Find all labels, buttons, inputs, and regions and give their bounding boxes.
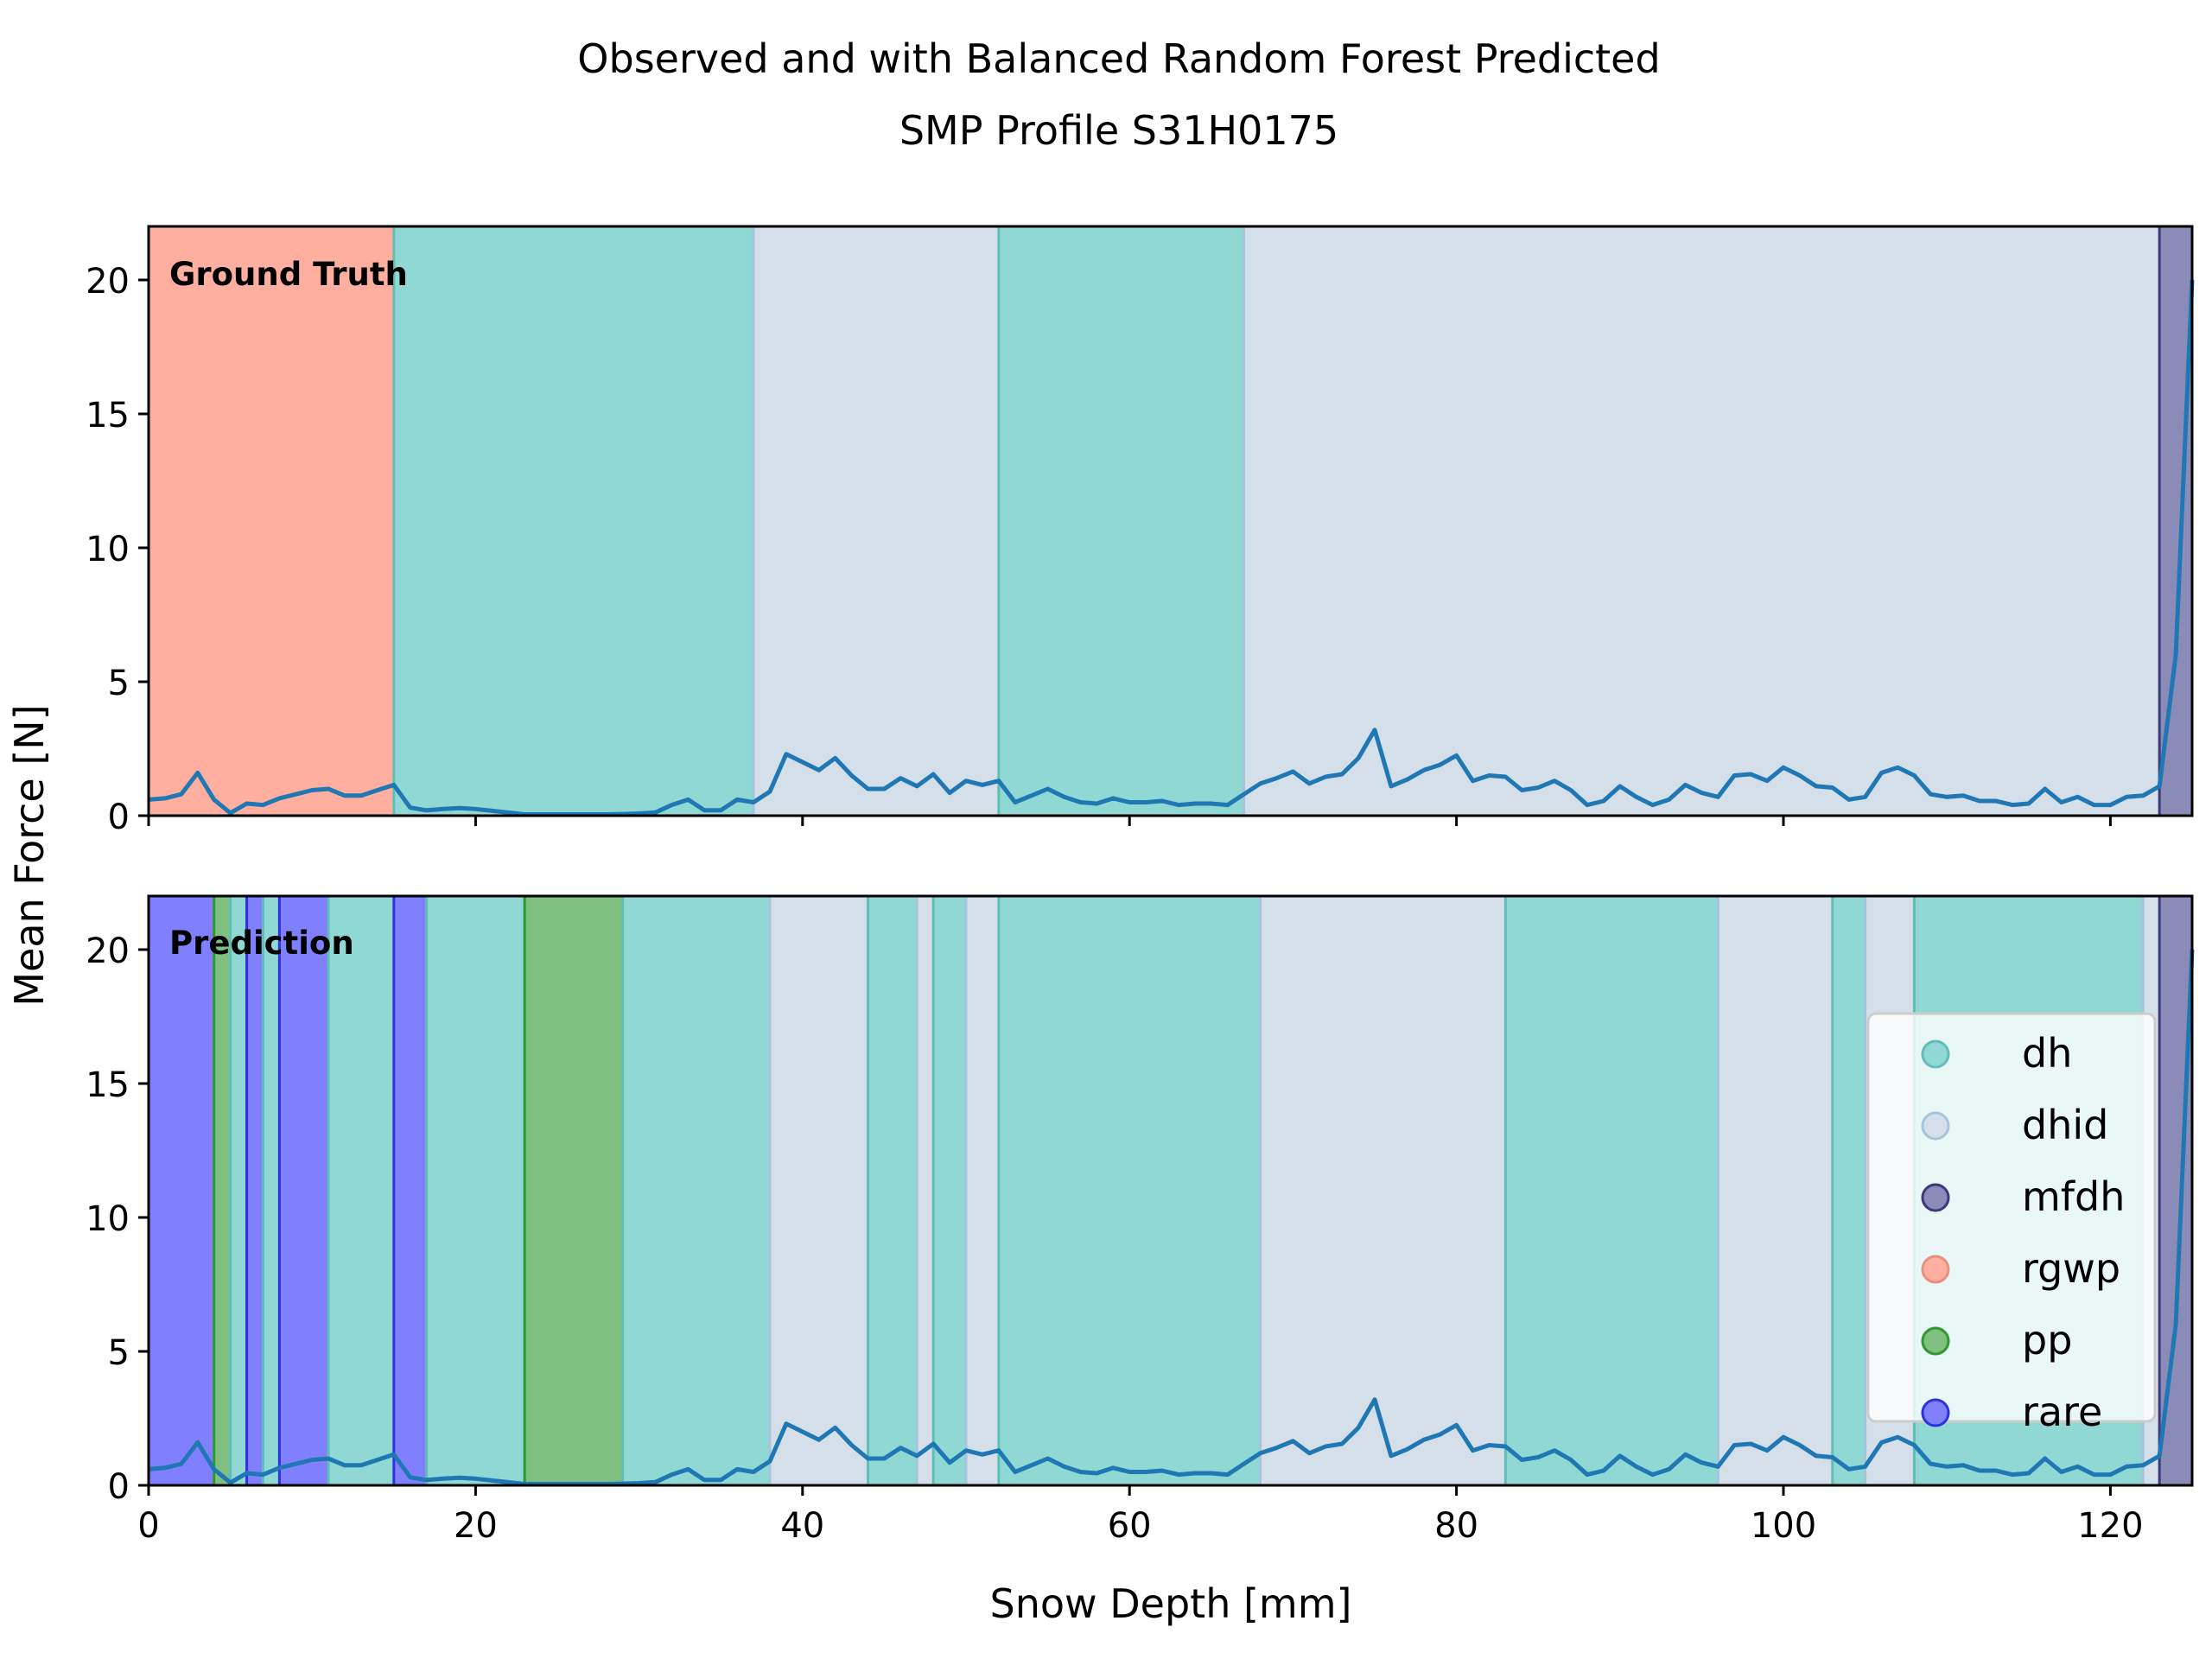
legend-label-pp: pp xyxy=(2022,1317,2072,1363)
band-mfdh xyxy=(2159,896,2192,1485)
band-dh xyxy=(998,226,1244,816)
band-dhid xyxy=(1243,226,2160,816)
legend-marker-rare xyxy=(1921,1398,1950,1427)
band-dhid xyxy=(753,226,999,816)
band-dh xyxy=(1505,896,1719,1485)
ground-truth-axes-frame xyxy=(147,225,2194,817)
legend-label-mfdh: mfdh xyxy=(2022,1173,2125,1220)
legend-marker-mfdh xyxy=(1921,1183,1950,1212)
legend-marker-rgwp xyxy=(1921,1255,1950,1284)
x-tick-label: 100 xyxy=(1751,1506,1816,1546)
band-pp xyxy=(213,896,231,1485)
legend: dh dhid mfdh rgwp pp rare xyxy=(1866,1012,2157,1435)
chart-title-line2: SMP Profile S31H0175 xyxy=(899,107,1338,154)
band-dh xyxy=(393,226,754,816)
band-rare xyxy=(393,896,427,1485)
prediction-panel-label: Prediction xyxy=(169,925,354,962)
band-dhid xyxy=(1718,896,1833,1485)
y-tick-label: 15 xyxy=(86,1065,130,1105)
band-dh xyxy=(933,896,966,1485)
band-dh xyxy=(998,896,1261,1485)
ground-truth-panel-label: Ground Truth xyxy=(169,256,408,293)
legend-marker-dh xyxy=(1921,1039,1950,1069)
legend-marker-pp xyxy=(1921,1326,1950,1356)
x-tick-label: 120 xyxy=(2077,1506,2143,1546)
legend-label-dhid: dhid xyxy=(2022,1102,2108,1148)
prediction-axes-frame xyxy=(147,894,2194,1487)
band-dhid xyxy=(769,896,868,1485)
y-tick-label: 10 xyxy=(86,530,130,569)
x-tick-label: 20 xyxy=(454,1506,498,1546)
y-tick-label: 20 xyxy=(86,931,130,971)
y-tick-label: 5 xyxy=(108,1333,130,1373)
y-tick-label: 5 xyxy=(108,664,130,703)
legend-label-rgwp: rgwp xyxy=(2022,1245,2120,1292)
band-dh xyxy=(868,896,918,1485)
band-dh xyxy=(426,896,525,1485)
band-dhid xyxy=(917,896,934,1485)
chart-title-line1: Observed and with Balanced Random Forest… xyxy=(577,35,1660,82)
y-tick-label: 15 xyxy=(86,396,130,435)
band-rare xyxy=(149,896,214,1485)
prediction-force-line xyxy=(148,949,2195,1486)
x-tick-label: 0 xyxy=(137,1506,159,1546)
band-mfdh xyxy=(2159,226,2192,816)
band-dh xyxy=(1832,896,1866,1485)
legend-label-rare: rare xyxy=(2022,1389,2102,1435)
band-dh xyxy=(328,896,394,1485)
x-tick-label: 40 xyxy=(780,1506,824,1546)
y-tick-label: 0 xyxy=(108,798,130,837)
y-axis-label: Mean Force [N] xyxy=(6,704,53,1006)
ground-truth-force-line xyxy=(148,279,2195,817)
y-tick-label: 10 xyxy=(86,1199,130,1239)
band-rare xyxy=(279,896,329,1485)
y-tick-label: 20 xyxy=(86,262,130,302)
ground-truth-panel: 0 5 10 15 20 Ground Truth xyxy=(86,225,2195,837)
band-dh xyxy=(230,896,247,1485)
band-dh xyxy=(622,896,770,1485)
band-dhid xyxy=(1260,896,1506,1485)
x-tick-label: 60 xyxy=(1108,1506,1152,1546)
band-rare xyxy=(246,896,264,1485)
legend-marker-dhid xyxy=(1921,1111,1950,1141)
band-dhid xyxy=(966,896,999,1485)
x-tick-label: 80 xyxy=(1434,1506,1478,1546)
band-pp xyxy=(524,896,623,1485)
band-dh xyxy=(263,896,280,1485)
legend-label-dh: dh xyxy=(2022,1030,2072,1077)
band-rgwp xyxy=(149,226,394,816)
y-tick-label: 0 xyxy=(108,1467,130,1507)
x-axis-label: Snow Depth [mm] xyxy=(990,1580,1352,1627)
